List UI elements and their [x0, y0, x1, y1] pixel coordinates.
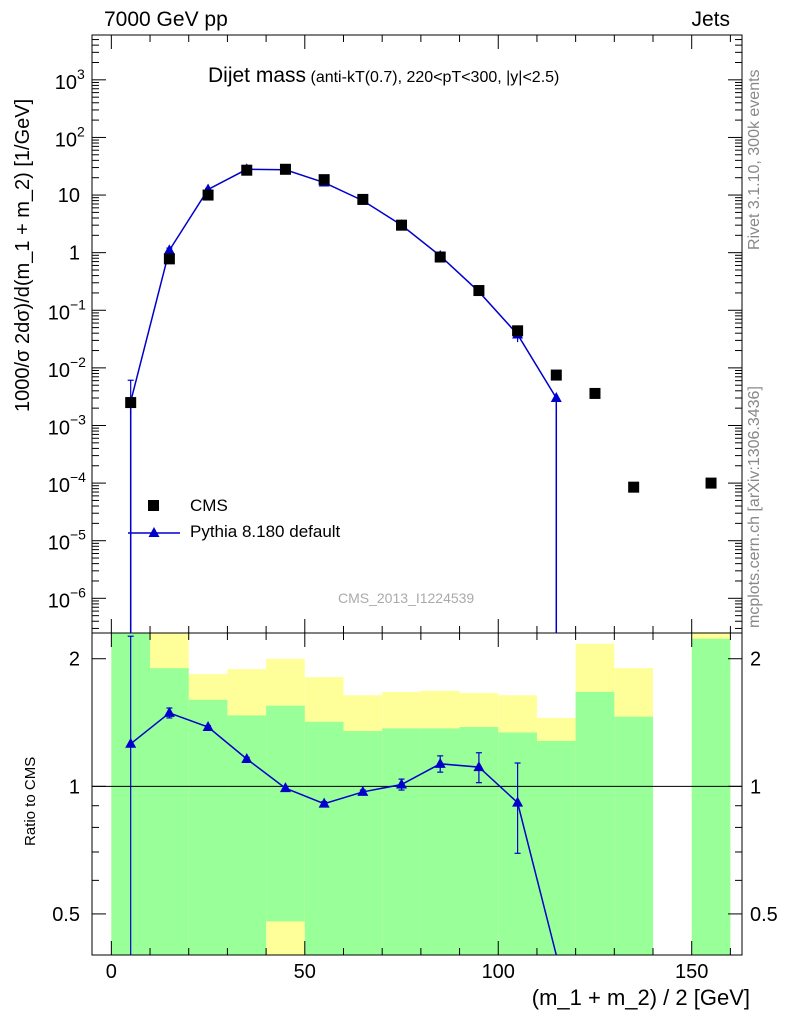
main-y-tick-exponent: −6 — [70, 584, 86, 600]
main-y-tick-label: 10 — [48, 360, 70, 382]
ratio-y-tick-label-right: 1 — [750, 776, 761, 798]
legend — [128, 500, 180, 537]
cms-point — [396, 219, 408, 231]
green-band-bin — [536, 740, 576, 955]
x-tick-label: 50 — [294, 961, 316, 983]
main-y-tick-label: 10 — [48, 590, 70, 612]
x-tick-label: 150 — [675, 961, 708, 983]
green-band-bin — [691, 638, 731, 955]
cms-point — [318, 174, 330, 186]
main-y-tick-exponent: 2 — [77, 123, 85, 139]
main-panel-frame — [91, 34, 743, 634]
cms-point — [473, 285, 485, 297]
ratio-y-axis-label: Ratio to CMS — [22, 756, 39, 846]
ratio-uncertainty-bands — [111, 633, 731, 955]
ratio-point — [512, 796, 524, 807]
green-band-bin — [614, 716, 654, 955]
main-axes-box — [91, 34, 743, 634]
ratio-y-tick-label: 2 — [69, 649, 80, 671]
main-y-tick-exponent: −2 — [70, 354, 86, 370]
chart-title: Dijet mass (anti-kT(0.7), 220<pT<300, |y… — [208, 64, 559, 88]
cms-point — [163, 253, 175, 265]
ratio-panel-ticks: 0 50 100 150 0.5 0.5 1 1 2 2 — [52, 633, 778, 983]
cms-point — [589, 387, 601, 399]
analysis-id-watermark: CMS_2013_I1224539 — [338, 590, 475, 606]
chart-title-main: Dijet mass — [208, 64, 307, 87]
cms-point — [125, 397, 137, 409]
cms-point — [512, 325, 524, 337]
ratio-axes-box — [91, 632, 743, 956]
cms-point — [705, 477, 717, 489]
header-beam-label: 7000 GeV pp — [104, 8, 228, 31]
x-tick-label: 0 — [106, 961, 117, 983]
main-y-tick-exponent: −1 — [70, 296, 86, 312]
main-y-tick-label: 10 — [55, 129, 77, 151]
pythia-line — [129, 168, 557, 402]
chart-title-cuts: (anti-kT(0.7), 220<pT<300, |y|<2.5) — [310, 69, 560, 86]
ratio-point — [318, 797, 330, 808]
main-y-tick-label: 1 — [69, 243, 80, 265]
main-y-tick-label: 10 — [48, 475, 70, 497]
ratio-panel-frame — [91, 632, 743, 956]
ratio-y-tick-label: 1 — [69, 776, 80, 798]
cms-point — [628, 481, 640, 493]
legend-label-pythia: Pythia 8.180 default — [190, 522, 341, 541]
green-band-bin — [343, 731, 383, 955]
main-panel-series — [125, 163, 717, 633]
green-band-bin — [266, 705, 305, 922]
ratio-point — [357, 785, 369, 796]
pythia-point — [163, 244, 175, 255]
ratio-y-tick-label-right: 0.5 — [750, 904, 778, 926]
ratio-y-tick-label: 0.5 — [52, 904, 80, 926]
x-tick-label: 100 — [482, 961, 515, 983]
main-y-tick-label: 10 — [48, 302, 70, 324]
x-axis-label: (m_1 + m_2) / 2 [GeV] — [531, 985, 750, 1010]
header-process-label: Jets — [691, 8, 730, 31]
main-y-tick-label: 10 — [48, 417, 70, 439]
ratio-line — [130, 712, 558, 956]
ratio-point — [125, 737, 137, 748]
cms-point — [357, 193, 369, 205]
ratio-y-tick-label-right: 2 — [750, 649, 761, 671]
ratio-point — [396, 778, 408, 789]
main-y-tick-label: 10 — [48, 533, 70, 555]
rivet-version-label: Rivet 3.1.10, 300k events — [746, 69, 763, 250]
cms-point — [434, 251, 446, 263]
cms-point — [550, 369, 562, 381]
legend-marker-cms — [148, 500, 159, 511]
ratio-point — [473, 761, 485, 772]
ratio-point — [163, 706, 175, 717]
ratio-point — [202, 721, 214, 732]
main-y-tick-exponent: −3 — [70, 411, 86, 427]
cms-point — [279, 163, 291, 175]
main-y-tick-exponent: 3 — [77, 66, 85, 82]
ratio-point — [279, 782, 291, 793]
cms-point — [241, 164, 253, 176]
cms-point — [202, 189, 214, 201]
green-band-bin — [575, 691, 615, 955]
ratio-point — [434, 757, 446, 768]
green-band-bin — [382, 728, 421, 955]
main-y-tick-exponent: −4 — [70, 469, 86, 485]
green-band-bin — [188, 699, 228, 955]
main-y-axis-label: 1000/σ 2dσ)/d(m_1 + m_2) [1/GeV] — [12, 98, 34, 412]
legend-label-cms: CMS — [190, 496, 228, 515]
green-band-bin — [227, 715, 267, 955]
main-y-tick-label: 10 — [58, 185, 80, 207]
green-band-bin — [304, 721, 344, 955]
ratio-panel-series — [125, 635, 558, 956]
mcplots-reference-label: mcplots.cern.ch [arXiv:1306.3436] — [746, 386, 763, 628]
pythia-point — [550, 391, 562, 402]
main-y-tick-exponent: −5 — [70, 527, 86, 543]
legend-marker-pythia — [148, 527, 160, 537]
ratio-point — [241, 753, 253, 764]
main-y-tick-label: 10 — [55, 72, 77, 94]
